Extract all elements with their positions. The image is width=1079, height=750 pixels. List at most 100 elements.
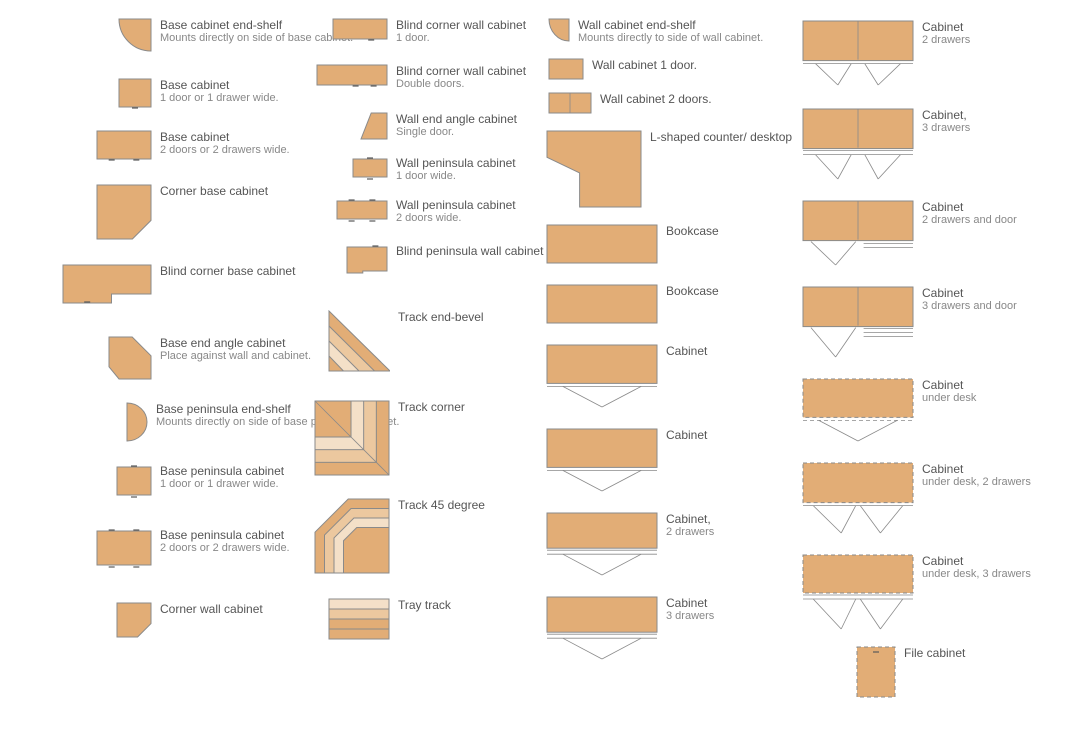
blind-corner-base-label: Blind corner base cabinet — [160, 264, 295, 278]
r-cab-3d-door-title: Cabinet — [922, 286, 1017, 300]
shape-wall-peninsula-2: Wall peninsula cabinet2 doors wide. — [336, 198, 516, 226]
cabinet-2d-desc: 2 drawers — [666, 526, 714, 539]
track-end-bevel-icon — [328, 310, 390, 372]
blind-peninsula-wall-label: Blind peninsula wall cabinet — [396, 244, 543, 258]
r-cab-3d-door-desc: 3 drawers and door — [922, 300, 1017, 313]
base-cabinet-1-title: Base cabinet — [160, 78, 279, 92]
r-cab-under-2d-title: Cabinet — [922, 462, 1031, 476]
base-cabinet-2-icon — [96, 130, 152, 162]
cabinet-2d-label: Cabinet,2 drawers — [666, 512, 714, 540]
r-cab-under-label: Cabinetunder desk — [922, 378, 976, 406]
r-cab-under-2d-desc: under desk, 2 drawers — [922, 476, 1031, 489]
shape-r-cab-under-3d: Cabinetunder desk, 3 drawers — [802, 554, 1031, 630]
base-cabinet-end-shelf-title: Base cabinet end-shelf — [160, 18, 353, 32]
cabinet-title: Cabinet — [666, 344, 707, 358]
wall-cabinet-end-shelf-title: Wall cabinet end-shelf — [578, 18, 763, 32]
shape-base-peninsula-2: Base peninsula cabinet2 doors or 2 drawe… — [96, 528, 290, 568]
base-peninsula-2-icon — [96, 528, 152, 568]
bookcase-2-label: Bookcase — [666, 284, 719, 298]
shape-cabinet-3d: Cabinet3 drawers — [546, 596, 714, 660]
r-cab-2d-desc: 2 drawers — [922, 34, 970, 47]
tray-track-label: Tray track — [398, 598, 451, 612]
wall-cabinet-1-label: Wall cabinet 1 door. — [592, 58, 697, 72]
r-cab-under-icon — [802, 378, 914, 442]
shape-cabinet-v2: Cabinet — [546, 428, 707, 492]
corner-base-title: Corner base cabinet — [160, 184, 268, 198]
wall-peninsula-2-label: Wall peninsula cabinet2 doors wide. — [396, 198, 516, 226]
base-cabinet-1-icon — [118, 78, 152, 110]
shape-r-cab-3d: Cabinet,3 drawers — [802, 108, 970, 180]
shape-r-cab-under: Cabinetunder desk — [802, 378, 976, 442]
bookcase-1-label: Bookcase — [666, 224, 719, 238]
corner-wall-label: Corner wall cabinet — [160, 602, 263, 616]
cabinet-v2-title: Cabinet — [666, 428, 707, 442]
base-end-angle-icon — [108, 336, 152, 380]
r-cab-under-desc: under desk — [922, 392, 976, 405]
r-cab-under-3d-title: Cabinet — [922, 554, 1031, 568]
r-cab-3d-icon — [802, 108, 914, 180]
shape-base-cabinet-end-shelf: Base cabinet end-shelfMounts directly on… — [118, 18, 353, 52]
wall-cabinet-2-label: Wall cabinet 2 doors. — [600, 92, 712, 106]
cabinet-3d-label: Cabinet3 drawers — [666, 596, 714, 624]
shape-cabinet: Cabinet — [546, 344, 707, 408]
shape-wall-cabinet-end-shelf: Wall cabinet end-shelfMounts directly to… — [548, 18, 763, 46]
base-cabinet-2-label: Base cabinet2 doors or 2 drawers wide. — [160, 130, 290, 158]
wall-cabinet-1-icon — [548, 58, 584, 80]
wall-peninsula-2-icon — [336, 198, 388, 222]
wall-end-angle-label: Wall end angle cabinetSingle door. — [396, 112, 517, 140]
shape-r-cab-2d-door: Cabinet2 drawers and door — [802, 200, 1017, 266]
blind-peninsula-wall-icon — [346, 244, 388, 274]
wall-peninsula-1-label: Wall peninsula cabinet1 door wide. — [396, 156, 516, 184]
shape-wall-end-angle: Wall end angle cabinetSingle door. — [360, 112, 517, 140]
cabinet-icon — [546, 344, 658, 408]
shape-base-cabinet-1: Base cabinet1 door or 1 drawer wide. — [118, 78, 279, 110]
blind-peninsula-wall-title: Blind peninsula wall cabinet — [396, 244, 543, 258]
shape-track-45: Track 45 degree — [314, 498, 485, 574]
corner-base-icon — [96, 184, 152, 240]
wall-cabinet-end-shelf-label: Wall cabinet end-shelfMounts directly to… — [578, 18, 763, 46]
shape-blind-corner-wall-2: Blind corner wall cabinetDouble doors. — [316, 64, 526, 92]
cabinet-3d-icon — [546, 596, 658, 660]
base-cabinet-2-title: Base cabinet — [160, 130, 290, 144]
track-45-icon — [314, 498, 390, 574]
r-cab-under-2d-icon — [802, 462, 914, 534]
shape-wall-cabinet-1: Wall cabinet 1 door. — [548, 58, 697, 80]
blind-corner-base-title: Blind corner base cabinet — [160, 264, 295, 278]
track-45-label: Track 45 degree — [398, 498, 485, 512]
base-cabinet-end-shelf-icon — [118, 18, 152, 52]
wall-peninsula-2-desc: 2 doors wide. — [396, 212, 516, 225]
wall-cabinet-1-title: Wall cabinet 1 door. — [592, 58, 697, 72]
shape-tray-track: Tray track — [328, 598, 451, 640]
shape-corner-base: Corner base cabinet — [96, 184, 268, 240]
base-end-angle-title: Base end angle cabinet — [160, 336, 311, 350]
l-shaped-title: L-shaped counter/ desktop — [650, 130, 792, 144]
base-cabinet-1-desc: 1 door or 1 drawer wide. — [160, 92, 279, 105]
r-cab-under-title: Cabinet — [922, 378, 976, 392]
r-cab-3d-door-label: Cabinet3 drawers and door — [922, 286, 1017, 314]
base-peninsula-1-label: Base peninsula cabinet1 door or 1 drawer… — [160, 464, 284, 492]
wall-cabinet-end-shelf-desc: Mounts directly to side of wall cabinet. — [578, 32, 763, 45]
blind-corner-wall-1-icon — [332, 18, 388, 42]
r-cab-2d-door-icon — [802, 200, 914, 266]
r-cab-under-3d-label: Cabinetunder desk, 3 drawers — [922, 554, 1031, 582]
wall-end-angle-desc: Single door. — [396, 126, 517, 139]
cabinet-3d-desc: 3 drawers — [666, 610, 714, 623]
r-cab-under-3d-icon — [802, 554, 914, 630]
base-cabinet-2-desc: 2 doors or 2 drawers wide. — [160, 144, 290, 157]
shape-bookcase-1: Bookcase — [546, 224, 719, 264]
cabinet-label: Cabinet — [666, 344, 707, 358]
wall-end-angle-icon — [360, 112, 388, 140]
blind-corner-wall-2-desc: Double doors. — [396, 78, 526, 91]
shape-r-cab-3d-door: Cabinet3 drawers and door — [802, 286, 1017, 358]
r-cab-2d-door-title: Cabinet — [922, 200, 1017, 214]
r-cab-2d-title: Cabinet — [922, 20, 970, 34]
shape-track-corner: Track corner — [314, 400, 465, 476]
r-cab-under-3d-desc: under desk, 3 drawers — [922, 568, 1031, 581]
base-peninsula-2-desc: 2 doors or 2 drawers wide. — [160, 542, 290, 555]
corner-wall-title: Corner wall cabinet — [160, 602, 263, 616]
r-cab-3d-title: Cabinet, — [922, 108, 970, 122]
blind-corner-wall-2-title: Blind corner wall cabinet — [396, 64, 526, 78]
wall-peninsula-2-title: Wall peninsula cabinet — [396, 198, 516, 212]
tray-track-title: Tray track — [398, 598, 451, 612]
shape-file-cabinet: File cabinet — [856, 646, 965, 698]
